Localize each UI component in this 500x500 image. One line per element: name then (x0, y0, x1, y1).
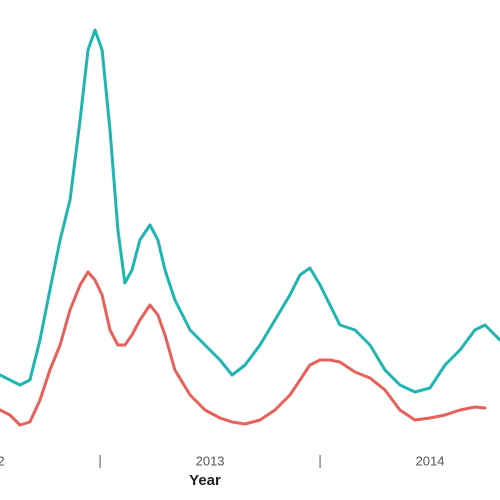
series-line (0, 28, 500, 394)
x-tick-label: 2014 (416, 453, 445, 468)
x-axis-label: Year (189, 472, 221, 489)
series-line (0, 270, 487, 427)
x-tick-label: 2013 (196, 453, 225, 468)
x-tick-label: 2012 (0, 453, 5, 468)
